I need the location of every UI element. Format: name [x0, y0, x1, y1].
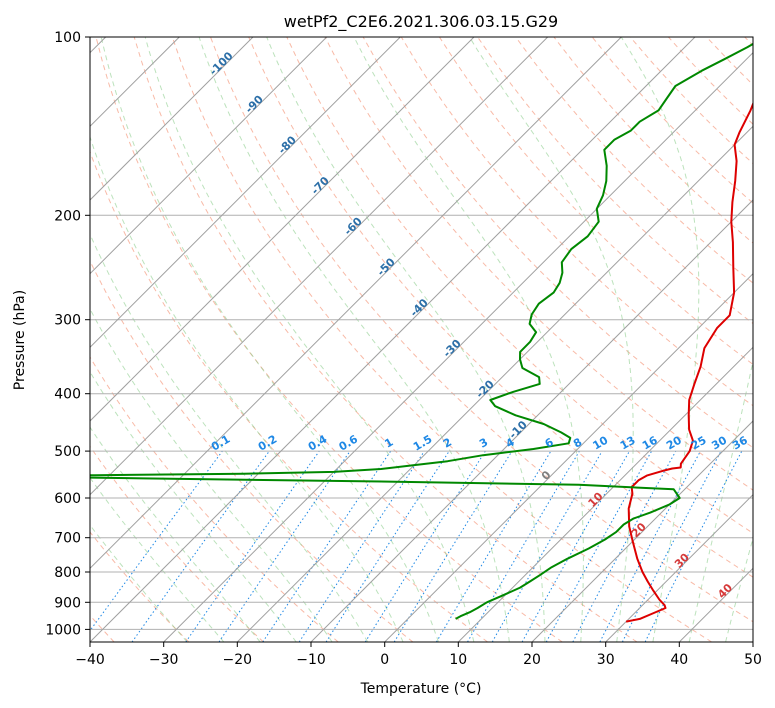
mixing-ratio-line	[644, 450, 743, 642]
moist-adiabats	[90, 37, 753, 642]
y-tick-label: 600	[54, 491, 81, 507]
mixing-ratio-line	[545, 450, 653, 642]
moist-adiabat	[620, 37, 700, 642]
temperature-profile	[625, 101, 753, 623]
moist-adiabat	[90, 135, 404, 642]
dry-adiabat	[515, 37, 753, 284]
mixing-ratio-line	[393, 450, 513, 642]
dry-adiabat	[171, 37, 712, 642]
dry-adiabat	[438, 37, 753, 366]
y-tick-label: 700	[54, 531, 81, 547]
isotherm-line	[310, 199, 753, 642]
y-tick-label: 300	[54, 313, 81, 329]
y-tick-label: 1000	[45, 622, 81, 638]
isotherm-line	[90, 37, 328, 275]
dry-adiabat	[90, 531, 190, 642]
moist-adiabat	[144, 37, 475, 642]
plot-frame	[89, 36, 754, 643]
x-tick-label: 20	[523, 652, 541, 668]
dry-adiabat	[90, 356, 339, 642]
dry-adiabat	[90, 150, 488, 642]
x-tick-label: 30	[597, 652, 615, 668]
dry-adiabat	[95, 37, 563, 642]
y-axis: 100 200 300 400 500 600 700 800 900 1000	[45, 30, 90, 638]
dry-adiabat	[133, 37, 638, 642]
x-tick-label: 50	[744, 652, 762, 668]
sounding-profiles	[90, 42, 753, 623]
y-tick-label: 100	[54, 30, 81, 46]
isotherm-line	[90, 37, 622, 570]
moist-adiabat	[353, 37, 584, 642]
y-tick-label: 900	[54, 595, 81, 611]
dry-adiabat	[400, 37, 753, 407]
mixing-ratio-lines	[90, 450, 743, 642]
isotherm-line	[90, 37, 696, 642]
mixing-ratio-line	[572, 450, 677, 642]
isotherm-line	[90, 37, 549, 496]
x-tick-label: −10	[296, 652, 326, 668]
moist-adiabat	[100, 37, 439, 642]
mixing-ratio-line	[90, 450, 223, 632]
mixing-ratio-line	[262, 450, 392, 642]
moist-adiabat	[90, 370, 297, 642]
y-tick-label: 800	[54, 565, 81, 581]
isotherm-line	[384, 272, 753, 642]
mixing-ratio-line	[298, 450, 425, 642]
isotherm-line	[163, 51, 753, 642]
isotherm-line	[457, 346, 753, 642]
y-tick-label: 500	[54, 444, 81, 460]
mixing-ratio-line	[521, 450, 630, 642]
chart-title: wetPf2_C2E6.2021.306.03.15.G29	[284, 12, 558, 32]
dry-adiabat	[90, 445, 264, 642]
moist-adiabat	[90, 426, 261, 642]
x-axis-label: Temperature (°C)	[360, 681, 482, 697]
mixing-ratio-line	[185, 450, 320, 642]
moist-adiabat	[90, 232, 369, 642]
y-tick-label: 400	[54, 387, 81, 403]
x-tick-label: −40	[75, 652, 105, 668]
isotherm-line	[236, 125, 753, 642]
dry-adiabat	[248, 37, 753, 578]
x-tick-label: 0	[380, 652, 389, 668]
moist-adiabat	[266, 37, 546, 642]
x-tick-label: −20	[223, 652, 253, 668]
isotherm-line	[90, 37, 401, 349]
x-axis: −40 −30 −20 −10 0 10 20 30 40 50	[75, 642, 762, 668]
isotherm-line	[605, 493, 753, 642]
isotherm-line	[90, 37, 254, 201]
mixing-ratio-line	[218, 450, 351, 642]
moist-adiabat	[90, 476, 225, 642]
isotherm-line	[90, 37, 475, 422]
mixing-ratio-line	[131, 450, 270, 642]
y-tick-label: 200	[54, 208, 81, 224]
dry-adiabat	[210, 37, 753, 623]
mixing-ratio-line	[325, 450, 450, 642]
moist-adiabat	[90, 524, 188, 642]
x-tick-label: 40	[670, 652, 688, 668]
x-tick-label: −30	[149, 652, 179, 668]
y-axis-label: Pressure (hPa)	[12, 290, 28, 390]
dry-adiabats	[90, 37, 753, 642]
dewpoint-profile	[90, 42, 753, 620]
x-tick-label: 10	[449, 652, 467, 668]
